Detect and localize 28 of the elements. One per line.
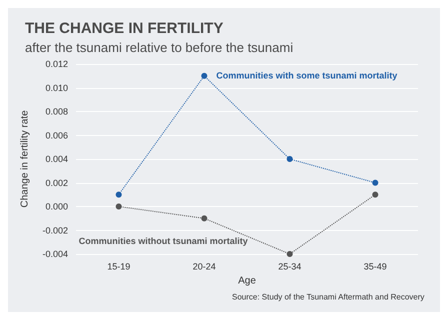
point bbox=[116, 204, 122, 210]
y-tick-label: 0.006 bbox=[45, 130, 68, 140]
point bbox=[201, 72, 208, 79]
chart-title: THE CHANGE IN FERTILITY bbox=[25, 20, 224, 37]
y-tick-label: 0.000 bbox=[45, 202, 68, 212]
point bbox=[201, 215, 208, 222]
x-tick-label: 20-24 bbox=[192, 262, 216, 272]
source-note: Source: Study of the Tsunami Aftermath and Recovery bbox=[232, 292, 424, 302]
y-tick-label: -0.002 bbox=[42, 225, 68, 236]
point bbox=[286, 156, 293, 162]
y-tick-label: 0.004 bbox=[45, 154, 68, 164]
series-label: Communities with some tsunami mortality bbox=[216, 70, 398, 80]
x-tick-label: 15-19 bbox=[107, 262, 130, 272]
y-axis-title: Change in fertility rate bbox=[20, 110, 30, 208]
x-tick-label: 25-34 bbox=[278, 262, 302, 272]
y-tick-label: -0.004 bbox=[42, 249, 68, 259]
y-tick-label: 0.012 bbox=[45, 59, 68, 69]
x-tick-label: 35-49 bbox=[364, 262, 387, 272]
point bbox=[116, 192, 122, 198]
point bbox=[372, 192, 378, 198]
y-tick-label: 0.008 bbox=[45, 106, 68, 116]
point bbox=[286, 251, 293, 257]
x-axis-title: Age bbox=[238, 276, 256, 286]
y-tick-label: 0.010 bbox=[45, 82, 68, 93]
chart-subtitle: after the tsunami relative to before the tsunami bbox=[25, 40, 294, 55]
point bbox=[372, 180, 378, 186]
y-tick-label: 0.002 bbox=[45, 178, 68, 188]
series-label: Communities without tsunami mortality bbox=[78, 236, 248, 246]
